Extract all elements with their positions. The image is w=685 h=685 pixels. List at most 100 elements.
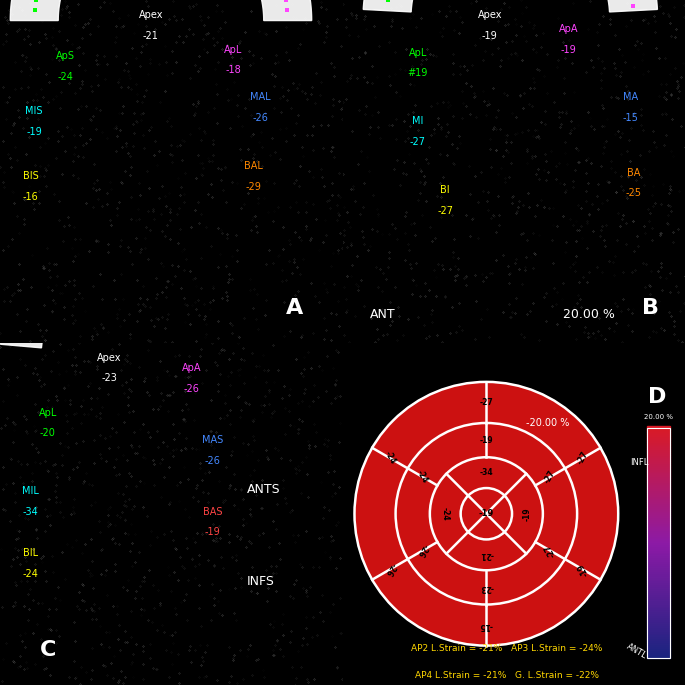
Text: MI: MI xyxy=(412,116,423,127)
Text: -27: -27 xyxy=(543,469,558,485)
Bar xyxy=(647,503,670,506)
Bar xyxy=(647,653,670,656)
Bar xyxy=(647,442,670,444)
Bar xyxy=(647,549,670,551)
Bar xyxy=(647,611,670,613)
Bar xyxy=(647,558,670,559)
Text: ApS: ApS xyxy=(55,51,75,62)
Text: BAL: BAL xyxy=(244,161,263,171)
Text: -20: -20 xyxy=(40,428,56,438)
Bar xyxy=(647,610,670,611)
Bar xyxy=(647,513,670,515)
Bar xyxy=(647,440,670,442)
Text: -27: -27 xyxy=(437,206,453,216)
Bar xyxy=(647,623,670,625)
Circle shape xyxy=(430,458,543,570)
Text: -27: -27 xyxy=(479,398,493,407)
Bar xyxy=(647,538,670,540)
Bar xyxy=(647,466,670,469)
Text: -19: -19 xyxy=(479,509,494,519)
Bar xyxy=(647,501,670,503)
Bar xyxy=(647,584,670,586)
Text: ApL: ApL xyxy=(224,45,242,55)
Bar xyxy=(647,575,670,577)
Bar xyxy=(647,627,670,629)
Bar xyxy=(647,590,670,592)
Bar xyxy=(647,532,670,534)
Bar xyxy=(647,582,670,584)
Text: #19: #19 xyxy=(408,68,428,79)
Bar xyxy=(647,646,670,648)
Text: AP4 L.Strain = -21%   G. L.Strain = -22%: AP4 L.Strain = -21% G. L.Strain = -22% xyxy=(415,671,599,680)
Text: -27: -27 xyxy=(410,137,426,147)
Text: MA: MA xyxy=(623,92,638,103)
Bar xyxy=(647,438,670,440)
Text: -24: -24 xyxy=(440,507,450,521)
Bar xyxy=(647,463,670,464)
Text: BIL: BIL xyxy=(23,548,38,558)
Bar xyxy=(647,565,670,567)
Bar xyxy=(647,426,670,428)
Bar xyxy=(647,588,670,590)
Bar xyxy=(647,432,670,434)
Bar xyxy=(647,528,670,530)
Text: B: B xyxy=(643,298,659,318)
Bar xyxy=(647,553,670,556)
Text: -21: -21 xyxy=(142,31,159,41)
Text: ANTL: ANTL xyxy=(625,643,649,661)
Bar xyxy=(647,484,670,486)
Text: -23: -23 xyxy=(101,373,118,384)
Bar xyxy=(647,629,670,631)
Bar xyxy=(647,523,670,525)
Bar xyxy=(647,563,670,565)
Bar xyxy=(647,586,670,588)
Text: BA: BA xyxy=(627,168,640,178)
Bar xyxy=(647,577,670,579)
Bar xyxy=(647,497,670,499)
Text: Apex: Apex xyxy=(477,10,502,21)
Text: -24: -24 xyxy=(415,469,430,485)
Bar xyxy=(647,592,670,594)
Bar xyxy=(647,615,670,617)
Text: D: D xyxy=(649,387,667,407)
Bar xyxy=(647,579,670,580)
Bar xyxy=(647,556,670,558)
Text: A: A xyxy=(286,298,303,318)
Bar xyxy=(647,638,670,640)
Text: ApL: ApL xyxy=(39,408,57,418)
Bar xyxy=(647,490,670,492)
Bar xyxy=(647,640,670,642)
Bar xyxy=(647,569,670,571)
Bar xyxy=(647,486,670,488)
Polygon shape xyxy=(363,0,658,12)
Bar xyxy=(647,478,670,480)
Bar xyxy=(647,511,670,513)
Text: -26: -26 xyxy=(383,561,397,577)
Text: -25: -25 xyxy=(625,188,642,199)
Bar xyxy=(647,457,670,459)
Text: BAS: BAS xyxy=(203,507,222,517)
Bar xyxy=(647,571,670,573)
Bar xyxy=(647,631,670,632)
Bar xyxy=(647,445,670,447)
Bar xyxy=(647,507,670,509)
Text: ApA: ApA xyxy=(182,363,201,373)
Text: INFL: INFL xyxy=(630,458,649,467)
Text: ApL: ApL xyxy=(409,48,427,58)
Bar xyxy=(647,521,670,523)
Bar xyxy=(647,632,670,634)
Bar xyxy=(647,600,670,601)
Bar xyxy=(647,613,670,615)
Bar xyxy=(647,650,670,652)
Bar xyxy=(647,436,670,438)
Text: MAL: MAL xyxy=(250,92,271,103)
Bar xyxy=(647,451,670,453)
Polygon shape xyxy=(1,219,272,348)
Circle shape xyxy=(460,488,512,540)
Text: ANT: ANT xyxy=(370,308,395,321)
Bar xyxy=(647,652,670,653)
Circle shape xyxy=(355,382,619,645)
Text: -26: -26 xyxy=(204,456,221,466)
Bar xyxy=(647,534,670,536)
Text: -15: -15 xyxy=(622,113,638,123)
